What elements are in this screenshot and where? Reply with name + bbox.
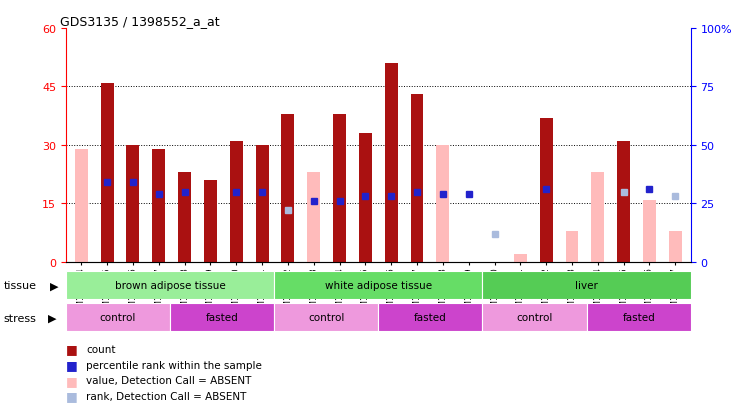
Text: ■: ■: [66, 389, 77, 403]
Text: white adipose tissue: white adipose tissue: [325, 280, 432, 290]
Text: ■: ■: [66, 374, 77, 387]
Text: fasted: fasted: [622, 313, 655, 323]
Text: count: count: [86, 344, 115, 354]
Bar: [204, 180, 217, 262]
Bar: [359, 134, 372, 262]
Bar: [643, 200, 656, 262]
Text: GDS3135 / 1398552_a_at: GDS3135 / 1398552_a_at: [59, 15, 219, 28]
Bar: [385, 64, 398, 262]
Bar: [126, 146, 140, 262]
Bar: [514, 254, 527, 262]
Text: value, Detection Call = ABSENT: value, Detection Call = ABSENT: [86, 375, 251, 385]
Bar: [274, 304, 379, 332]
Bar: [281, 114, 295, 262]
Bar: [152, 150, 165, 262]
Bar: [617, 142, 630, 262]
Bar: [411, 95, 423, 262]
Text: percentile rank within the sample: percentile rank within the sample: [86, 360, 262, 370]
Bar: [566, 231, 578, 262]
Text: ▶: ▶: [50, 281, 58, 291]
Text: fasted: fasted: [205, 313, 238, 323]
Text: control: control: [516, 313, 553, 323]
Text: rank, Detection Call = ABSENT: rank, Detection Call = ABSENT: [86, 391, 246, 401]
Bar: [378, 304, 482, 332]
Bar: [333, 114, 346, 262]
Bar: [178, 173, 191, 262]
Bar: [591, 173, 605, 262]
Text: control: control: [99, 313, 136, 323]
Bar: [66, 271, 274, 299]
Bar: [307, 173, 320, 262]
Bar: [101, 83, 113, 262]
Bar: [66, 304, 170, 332]
Bar: [230, 142, 243, 262]
Bar: [539, 119, 553, 262]
Bar: [482, 271, 691, 299]
Text: ■: ■: [66, 342, 77, 356]
Bar: [75, 150, 88, 262]
Text: ▶: ▶: [48, 313, 56, 323]
Bar: [586, 304, 691, 332]
Bar: [256, 146, 268, 262]
Bar: [170, 304, 274, 332]
Bar: [669, 231, 682, 262]
Text: fasted: fasted: [414, 313, 447, 323]
Text: ■: ■: [66, 358, 77, 371]
Bar: [482, 304, 586, 332]
Text: tissue: tissue: [4, 281, 37, 291]
Text: liver: liver: [575, 280, 598, 290]
Text: control: control: [308, 313, 344, 323]
Bar: [436, 146, 450, 262]
Text: stress: stress: [4, 313, 37, 323]
Text: brown adipose tissue: brown adipose tissue: [115, 280, 225, 290]
Bar: [274, 271, 482, 299]
